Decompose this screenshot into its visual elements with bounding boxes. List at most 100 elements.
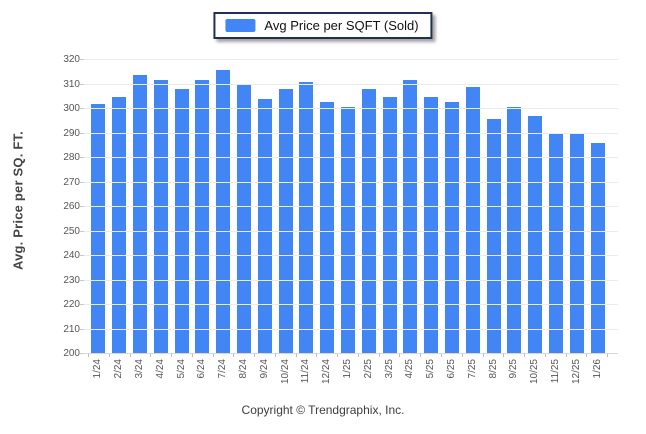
bar-3/25 <box>382 96 397 354</box>
x-tick-mark <box>525 354 546 357</box>
bar-cell <box>421 60 442 354</box>
x-label-cell: 10/24 <box>275 359 296 401</box>
bar-7/25 <box>465 86 480 354</box>
x-tick-mark <box>234 354 256 357</box>
x-tick-label: 7/25 <box>466 359 478 379</box>
x-tick-label: 1/24 <box>92 359 104 379</box>
bar-cell <box>254 60 275 354</box>
bar-1/26 <box>590 143 605 354</box>
x-tick-mark <box>587 354 609 357</box>
x-tick-label: 9/24 <box>258 359 270 379</box>
bar-5/25 <box>424 96 439 354</box>
legend-box: Avg Price per SQFT (Sold) <box>213 12 433 39</box>
x-label-cell: 1/26 <box>587 359 608 401</box>
x-label-cell: 12/24 <box>317 359 338 401</box>
x-tick-mark <box>172 354 193 357</box>
bar-12/24 <box>320 101 335 354</box>
bar-cell <box>130 60 151 354</box>
bar-1/24 <box>91 104 106 354</box>
x-label-cell: 7/24 <box>213 359 234 401</box>
bar-cell <box>587 60 608 354</box>
x-label-cell: 1/25 <box>338 359 359 401</box>
y-axis-title: Avg. Price per SQ. FT. <box>10 131 26 271</box>
bar-cell <box>462 60 483 354</box>
y-axis-tick-labels: 200 210 220 230 240 250 260 270 280 290 300 310 320 <box>48 55 80 359</box>
x-tick-label: 4/25 <box>404 359 416 379</box>
gridline <box>84 157 618 158</box>
x-label-cell: 11/25 <box>546 359 567 401</box>
x-label-cell: 2/25 <box>358 359 379 401</box>
bar-cell <box>358 60 379 354</box>
x-label-cell: 8/25 <box>483 359 504 401</box>
y-tick-mark <box>80 206 84 207</box>
y-tick-mark <box>80 279 84 281</box>
x-tick-label: 2/24 <box>113 359 125 379</box>
legend-label: Avg Price per SQFT (Sold) <box>264 18 419 33</box>
gridline <box>84 206 618 207</box>
bar-9/24 <box>257 99 272 354</box>
y-tick-mark <box>80 108 84 109</box>
bar-6/24 <box>195 79 210 354</box>
x-tick-mark <box>380 354 401 357</box>
y-tick-mark <box>80 83 84 85</box>
y-tick-mark <box>80 328 84 330</box>
x-label-cell: 9/24 <box>254 359 275 401</box>
x-tick-mark <box>338 354 359 357</box>
bar-3/24 <box>132 74 147 354</box>
bar-cell <box>483 60 504 354</box>
x-tick-label: 9/25 <box>508 359 520 379</box>
bar-cell <box>379 60 400 354</box>
x-tick-label: 11/25 <box>549 359 561 384</box>
x-label-cell: 11/24 <box>296 359 317 401</box>
x-tick-mark <box>88 354 110 357</box>
x-tick-mark <box>400 354 422 357</box>
x-tick-label: 8/25 <box>487 359 499 379</box>
x-label-cell: 5/24 <box>171 359 192 401</box>
x-tick-label: 1/25 <box>341 359 353 379</box>
x-tick-label: 5/25 <box>425 359 437 379</box>
bar-cell <box>88 60 109 354</box>
x-label-cell: 12/25 <box>566 359 587 401</box>
x-tick-mark <box>297 354 318 357</box>
x-tick-label: 12/25 <box>570 359 582 385</box>
bar-cell <box>400 60 421 354</box>
x-tick-label: 5/24 <box>175 359 187 379</box>
y-tick-mark <box>80 157 84 158</box>
bar-cell <box>213 60 234 354</box>
bar-7/24 <box>216 69 231 354</box>
x-tick-mark <box>546 354 567 357</box>
bar-9/25 <box>507 106 522 354</box>
x-label-cell: 6/24 <box>192 359 213 401</box>
x-label-cell: 3/25 <box>379 359 400 401</box>
bar-cell <box>504 60 525 354</box>
bar-cell <box>442 60 463 354</box>
x-tick-label: 1/26 <box>591 359 603 379</box>
x-tick-label: 4/24 <box>154 359 166 379</box>
y-tick-label: 250 <box>63 225 80 237</box>
x-tick-label: 6/25 <box>445 359 457 379</box>
gridline <box>84 328 618 330</box>
x-tick-label: 6/24 <box>196 359 208 379</box>
bar-cell <box>566 60 587 354</box>
x-tick-mark <box>359 354 380 357</box>
gridline <box>84 353 618 354</box>
x-tick-label: 3/24 <box>133 359 145 379</box>
y-tick-mark <box>80 353 84 354</box>
bar-10/25 <box>528 116 543 354</box>
y-tick-label: 270 <box>63 176 80 188</box>
legend-swatch-icon <box>225 19 256 32</box>
x-tick-mark <box>442 354 463 357</box>
y-tick-label: 300 <box>63 103 80 114</box>
x-tick-label: 8/24 <box>237 359 249 379</box>
x-tick-label: 10/24 <box>279 359 291 385</box>
bar-11/24 <box>299 82 314 354</box>
gridline <box>84 181 618 183</box>
x-tick-label: 7/24 <box>217 359 229 379</box>
x-label-cell: 4/25 <box>400 359 421 401</box>
bar-1/25 <box>340 106 355 354</box>
bars-row <box>84 60 618 354</box>
bar-8/24 <box>236 84 251 354</box>
y-tick-mark <box>80 59 84 60</box>
x-tick-label: 12/24 <box>321 359 333 385</box>
